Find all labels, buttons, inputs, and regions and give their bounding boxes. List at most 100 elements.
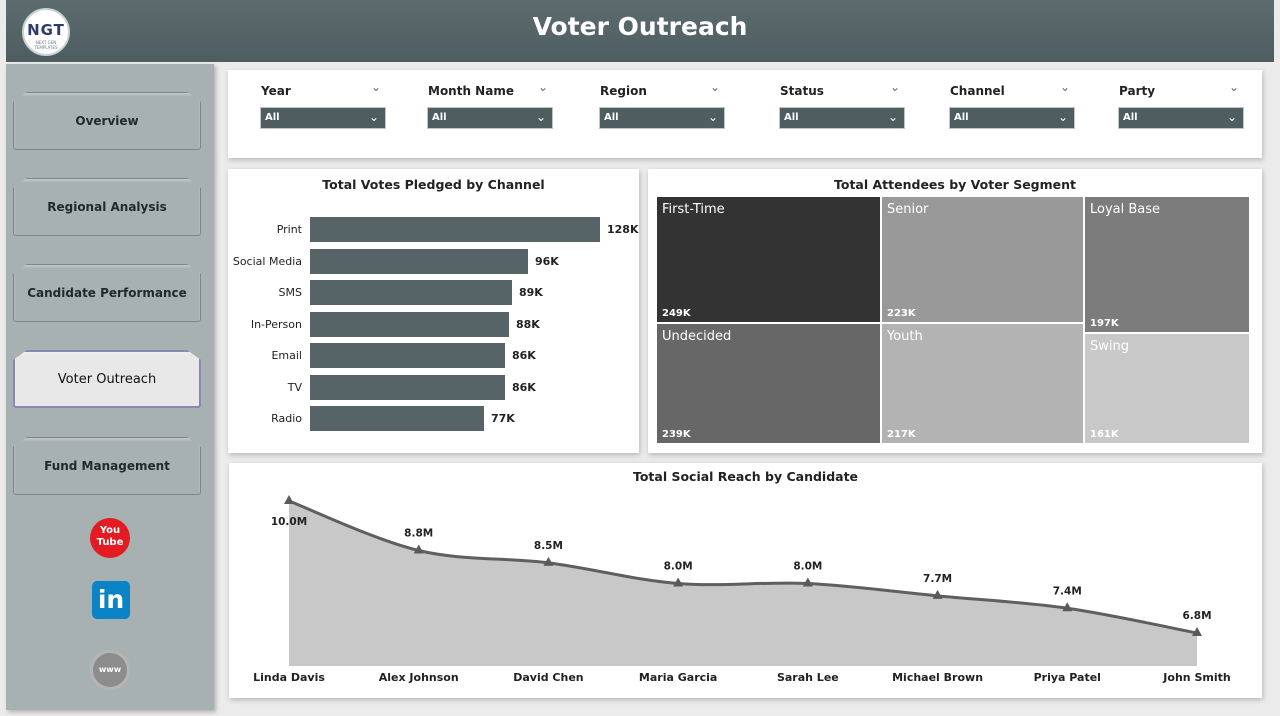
data-value-label: 8.5M (534, 540, 563, 552)
sidebar-nav: Overview Regional Analysis Candidate Per… (6, 64, 214, 710)
filter-month-name-select[interactable]: All ⌄ (427, 107, 553, 129)
chevron-down-icon[interactable]: ⌄ (890, 80, 901, 94)
logo-subtext: NEXT GEN TEMPLATES (34, 40, 58, 50)
header-bar: NGT NEXT GEN TEMPLATES Voter Outreach (6, 0, 1274, 62)
bar-value-label: 128K (607, 223, 639, 236)
filter-year: Year ⌄ All ⌄ (258, 70, 386, 140)
treemap-tile-label: Youth (887, 329, 923, 344)
social-reach-plot: 10.0M Linda Davis 8.8M Alex Johnson 8.5M Davi… (253, 495, 1231, 684)
bar-category-label: Email (271, 349, 302, 362)
treemap-tile-value: 161K (1090, 429, 1119, 440)
chevron-down-icon: ⌄ (368, 110, 379, 124)
data-value-label: 8.8M (404, 528, 433, 540)
bar[interactable] (310, 280, 512, 305)
votes-pledged-chart: Total Votes Pledged by Channel Print 128K… (228, 169, 639, 453)
bar-category-label: Social Media (232, 254, 302, 268)
data-point-marker[interactable] (1192, 627, 1202, 636)
x-axis-label: Michael Brown (892, 671, 983, 684)
treemap-tile-label: Swing (1090, 339, 1129, 354)
youtube-icon-label: You Tube (96, 525, 124, 548)
area-fill (289, 501, 1197, 666)
filter-region-select[interactable]: All ⌄ (599, 107, 725, 129)
filter-channel-select[interactable]: All ⌄ (949, 107, 1075, 129)
data-point-marker[interactable] (543, 556, 554, 566)
bar-value-label: 77K (491, 412, 515, 425)
data-value-label: 7.7M (923, 573, 952, 585)
x-axis-label: Sarah Lee (777, 671, 839, 684)
linkedin-icon[interactable]: in (92, 581, 130, 619)
treemap-tile-loyal-base[interactable]: Loyal Base 197K (1085, 197, 1249, 332)
filter-region: Region ⌄ All ⌄ (597, 70, 725, 140)
bar-row: SMS 89K (228, 280, 639, 306)
nav-regional-analysis-button[interactable]: Regional Analysis (13, 178, 201, 236)
chevron-down-icon[interactable]: ⌄ (538, 80, 549, 94)
data-value-label: 8.0M (793, 561, 822, 573)
bar[interactable] (310, 406, 484, 431)
nav-overview-button[interactable]: Overview (13, 92, 201, 150)
filter-channel: Channel ⌄ All ⌄ (947, 70, 1075, 140)
bar-category-label: Radio (271, 412, 302, 425)
bar-value-label: 88K (516, 317, 540, 331)
nav-voter-outreach-button[interactable]: Voter Outreach (13, 350, 201, 408)
website-globe-icon[interactable]: www (90, 650, 130, 690)
bar-value-label: 89K (519, 286, 543, 299)
bar-category-label: In-Person (250, 317, 302, 331)
attendees-treemap-title: Total Attendees by Voter Segment (834, 177, 1076, 192)
nav-candidate-performance-button[interactable]: Candidate Performance (13, 264, 201, 322)
data-point-marker[interactable] (284, 495, 294, 504)
treemap-tile-senior[interactable]: Senior 223K (882, 197, 1083, 322)
filter-status-select[interactable]: All ⌄ (779, 107, 905, 129)
filter-region-value: All (604, 112, 619, 123)
treemap-tile-label: Senior (887, 202, 929, 217)
filter-party: Party ⌄ All ⌄ (1116, 70, 1244, 140)
chevron-down-icon: ⌄ (1226, 110, 1237, 124)
data-point-marker[interactable] (673, 577, 684, 587)
treemap-tile-swing[interactable]: Swing 161K (1085, 334, 1249, 443)
filter-party-value: All (1123, 112, 1138, 123)
x-axis-label: Maria Garcia (639, 671, 717, 684)
attendees-treemap: Total Attendees by Voter Segment First-T… (648, 169, 1262, 453)
treemap-tile-first-time[interactable]: First-Time 249K (657, 197, 880, 322)
data-point-marker[interactable] (1062, 602, 1073, 612)
treemap-tile-value: 217K (887, 429, 916, 440)
data-point-marker[interactable] (802, 577, 813, 587)
bar[interactable] (310, 343, 505, 368)
chevron-down-icon[interactable]: ⌄ (371, 80, 382, 94)
treemap-tile-undecided[interactable]: Undecided 239K (657, 324, 880, 443)
chevron-down-icon[interactable]: ⌄ (710, 80, 721, 94)
bar[interactable] (310, 311, 509, 337)
nav-regional-analysis-label: Regional Analysis (47, 200, 167, 214)
nav-fund-management-button[interactable]: Fund Management (13, 437, 201, 495)
chevron-down-icon[interactable]: ⌄ (1229, 80, 1240, 94)
youtube-icon[interactable]: You Tube (90, 518, 130, 558)
bar[interactable] (310, 374, 505, 400)
treemap-tile-label: Loyal Base (1090, 202, 1161, 217)
series-line (288, 499, 1198, 635)
bar-row: Email 86K (228, 343, 639, 369)
chevron-down-icon: ⌄ (535, 110, 546, 124)
bar[interactable] (310, 248, 528, 274)
data-point-marker[interactable] (413, 544, 424, 554)
filter-party-select[interactable]: All ⌄ (1118, 107, 1244, 129)
filter-panel: Year ⌄ All ⌄ Month Name ⌄ All ⌄ Region ⌄… (228, 70, 1262, 158)
filter-year-select[interactable]: All ⌄ (260, 107, 386, 129)
nav-candidate-performance-label: Candidate Performance (27, 286, 187, 300)
filter-year-label: Year (261, 84, 291, 98)
filter-status-value: All (784, 112, 799, 123)
treemap-tile-value: 239K (662, 429, 691, 440)
logo-text: NGT (27, 21, 65, 39)
ngt-logo: NGT NEXT GEN TEMPLATES (22, 8, 70, 56)
x-axis-label: Priya Patel (1034, 671, 1101, 684)
bar-category-label: TV (287, 380, 302, 394)
bar[interactable] (310, 217, 600, 242)
bar-value-label: 86K (512, 349, 536, 362)
filter-month-name-label: Month Name (428, 84, 514, 98)
nav-fund-management-label: Fund Management (44, 459, 170, 473)
bar-category-label: Print (276, 223, 302, 236)
treemap-tile-youth[interactable]: Youth 217K (882, 324, 1083, 443)
treemap-tile-value: 249K (662, 308, 691, 319)
data-value-label: 6.8M (1182, 610, 1211, 622)
treemap-tile-label: Undecided (662, 329, 732, 344)
chevron-down-icon[interactable]: ⌄ (1060, 80, 1071, 94)
data-point-marker[interactable] (932, 589, 943, 599)
